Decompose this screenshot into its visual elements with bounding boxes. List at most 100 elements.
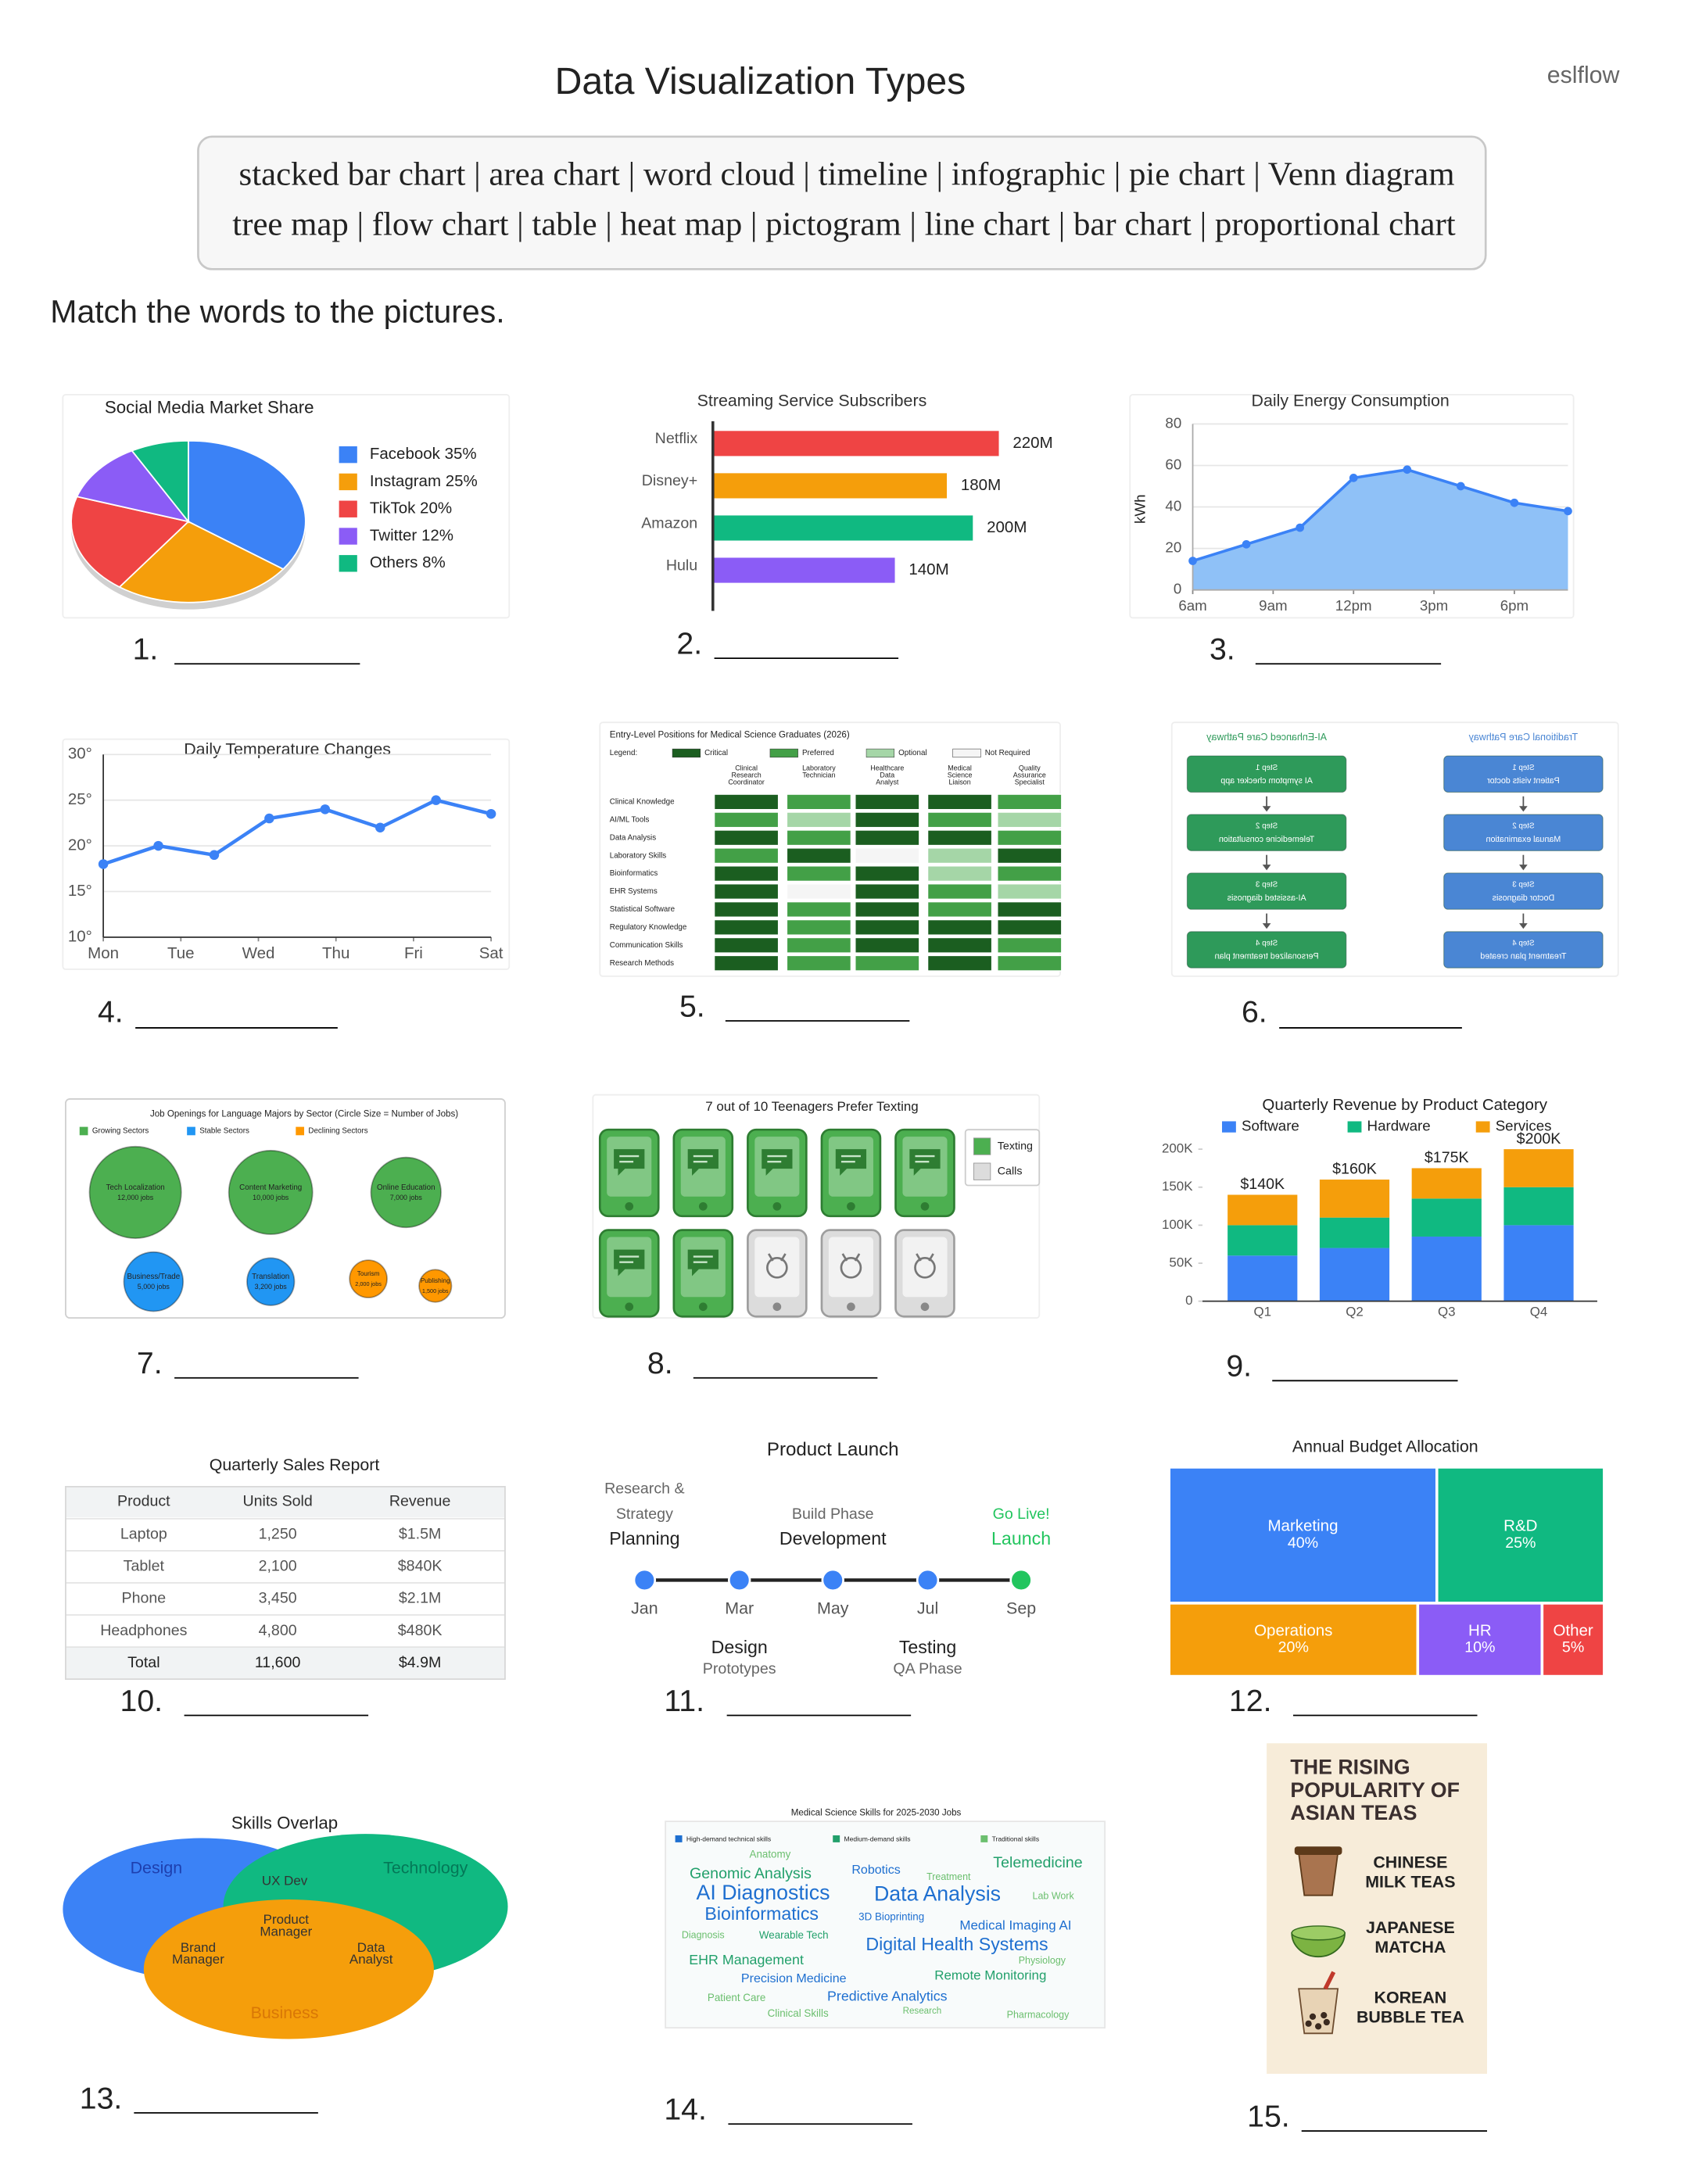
heat-cell (997, 936, 1063, 954)
word: Pharmacology (1007, 2009, 1070, 2020)
point (264, 813, 274, 824)
heat-cell (926, 793, 993, 811)
point (375, 822, 385, 832)
heat-cell (855, 847, 920, 865)
table-cell: 3,450 (259, 1590, 297, 1607)
chart-title: Streaming Service Subscribers (697, 391, 927, 410)
table-cell: 1,250 (259, 1526, 297, 1543)
legend-label: Traditional skills (992, 1835, 1039, 1843)
month-label: May (817, 1599, 849, 1618)
heat-cell (997, 883, 1063, 900)
heat-cell (855, 865, 920, 883)
bar-segment (1411, 1198, 1482, 1237)
legend-label: Not Required (985, 749, 1030, 757)
call-icon (914, 1256, 936, 1279)
line (1192, 467, 1568, 563)
x-tick-label: Sat (479, 944, 504, 962)
x-tick-label: 3pm (1420, 597, 1448, 614)
line (102, 798, 492, 866)
legend-swatch (1347, 1121, 1362, 1133)
item-number: 11. (664, 1684, 704, 1718)
point (1349, 474, 1358, 482)
step-number: Step 3 (1255, 881, 1278, 890)
bubble (349, 1259, 388, 1298)
milestone-title: Development (779, 1528, 887, 1548)
value-label: 220M (1012, 434, 1052, 452)
step-box (1443, 814, 1604, 851)
chart-title: Job Openings for Language Majors by Sect… (150, 1110, 458, 1119)
column-header: Product (117, 1493, 170, 1510)
legend-label: Calls (998, 1165, 1023, 1177)
item-number: 8. (647, 1346, 673, 1380)
heat-cell (855, 918, 920, 936)
row-label: Statistical Software (610, 905, 676, 914)
item-number: 12. (1229, 1684, 1272, 1718)
heat-cell (997, 900, 1063, 918)
chart-title: Daily Energy Consumption (1252, 391, 1450, 410)
row-label: Clinical Knowledge (610, 797, 675, 806)
heat-cell (786, 811, 852, 829)
legend-swatch (833, 1835, 840, 1842)
category-label: Amazon (641, 514, 697, 532)
picture: Product Launch Jan Research & Strategy Plann… (604, 1439, 1051, 1677)
point (1403, 465, 1412, 474)
x-tick-label: Q2 (1346, 1304, 1364, 1319)
table-cell: 2,100 (259, 1558, 297, 1575)
y-tick-label: 40 (1165, 497, 1181, 514)
heat-cell (855, 829, 920, 847)
legend-swatch (187, 1126, 195, 1136)
heat-cell (997, 811, 1063, 829)
milestone-dot (821, 1568, 844, 1592)
step-text: AI-assisted diagnosis (1227, 893, 1306, 903)
value-label: 180M (961, 476, 1001, 494)
set-label: Technology (383, 1858, 468, 1877)
column-header: Analyst (876, 778, 899, 786)
picture: Daily Temperature Changes 10° 15° 20° 25° 30°… (62, 738, 511, 970)
heat-cell (713, 811, 779, 829)
point (1188, 557, 1197, 565)
tile-label: HR (1468, 1621, 1492, 1639)
bubble (88, 1145, 182, 1239)
picture: 7 out of 10 Teenagers Prefer Texting Text… (592, 1094, 1041, 1319)
poster-title: THE RISING (1290, 1755, 1410, 1778)
step-number: Step 2 (1256, 822, 1278, 831)
set-label: Business (251, 2003, 319, 2022)
panel (62, 738, 511, 970)
legend-label: Twitter 12% (370, 526, 453, 544)
step-text: Patient visits doctor (1487, 776, 1560, 786)
bubble-value: 2,000 jobs (355, 1280, 382, 1287)
pathway-title: Traditional Care Pathway (1468, 732, 1578, 743)
x-tick-label: Q3 (1438, 1304, 1456, 1319)
word: Genomic Analysis (690, 1865, 812, 1882)
step-box (1443, 872, 1604, 910)
call-handle (916, 1253, 934, 1262)
x-tick-label: Fri (404, 944, 423, 962)
category-label: Netflix (655, 430, 698, 447)
bar-segment (1503, 1187, 1574, 1226)
tile-label: Other (1553, 1621, 1593, 1639)
legend-swatch (1475, 1121, 1490, 1133)
pie-slice (76, 449, 191, 523)
heat-cell (926, 954, 993, 972)
picture: Daily Energy Consumption 0 20 40 60 80 6am 9am 1… (1129, 391, 1575, 619)
legend-label: Preferred (802, 749, 834, 757)
bar (712, 473, 948, 499)
row-label: Regulatory Knowledge (610, 923, 687, 932)
legend-label: Instagram 25% (370, 472, 478, 490)
legend-swatch (973, 1137, 991, 1155)
page-title: Data Visualization Types (555, 60, 966, 102)
milestone-note: Research & (604, 1480, 684, 1498)
row-label: Bioinformatics (610, 869, 658, 878)
step-text: Treatment plan created (1480, 952, 1566, 961)
milestone-note: Build Phase (792, 1506, 874, 1523)
bubble-value: 12,000 jobs (117, 1194, 154, 1201)
legend-swatch (973, 1162, 991, 1180)
arrow-head (1519, 923, 1528, 929)
picture: Quarterly Revenue by Product Category 0 50… (1143, 1094, 1605, 1326)
word-bank-line: stacked bar chart | area chart | word cl… (239, 156, 1455, 192)
tile-value: 10% (1464, 1639, 1495, 1656)
message-lines (840, 1155, 861, 1163)
chart-title: Daily Temperature Changes (184, 740, 391, 759)
category-label: Disney+ (642, 472, 697, 489)
